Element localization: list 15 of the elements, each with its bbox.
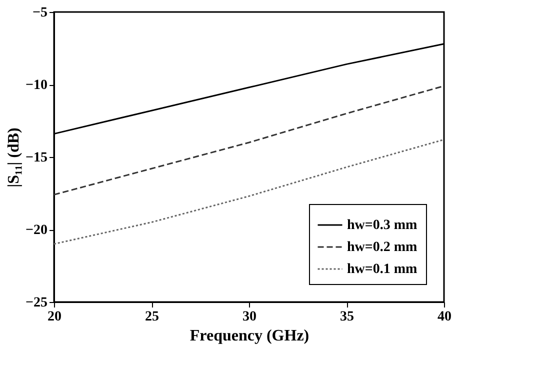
y-tick-label: −15	[26, 150, 48, 166]
y-tick-label: −10	[26, 78, 48, 93]
x-tick-label: 30	[242, 310, 256, 324]
legend-label: hw=0.1 mm	[347, 262, 418, 277]
x-tick-label: 40	[438, 310, 452, 324]
x-axis-title: Frequency (GHz)	[190, 328, 310, 344]
x-tick-label: 20	[48, 310, 62, 324]
x-tick-label: 35	[340, 310, 354, 324]
legend-label: hw=0.3 mm	[347, 218, 418, 233]
x-tick-label: 25	[145, 310, 159, 324]
y-tick-label: −20	[26, 223, 48, 238]
y-axis-title: |S₁₁| (dB)	[6, 128, 23, 188]
legend-label: hw=0.2 mm	[347, 240, 418, 255]
y-tick-label: −5	[32, 6, 48, 20]
y-tick-label: −25	[26, 296, 48, 310]
